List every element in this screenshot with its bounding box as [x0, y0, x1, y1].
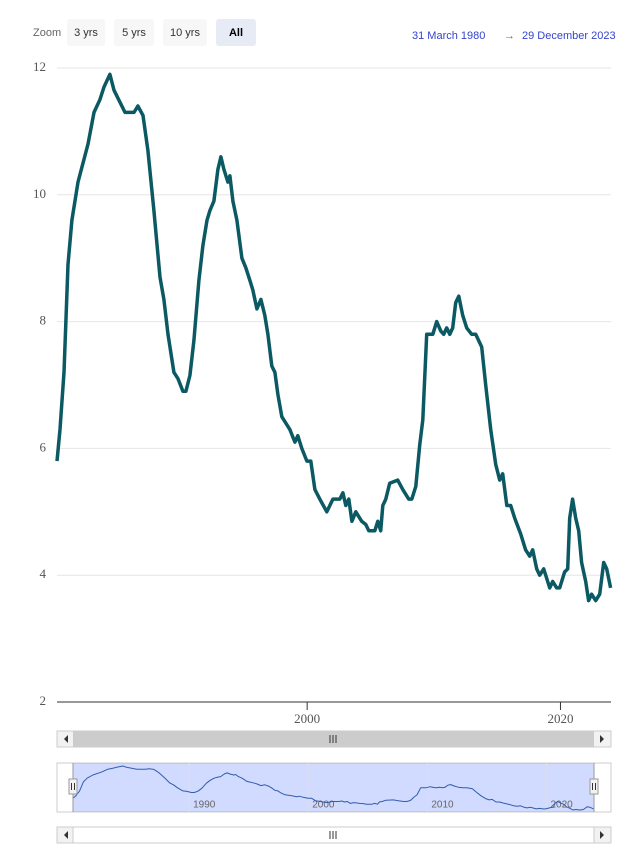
zoom-button-label[interactable]: All	[229, 27, 243, 39]
y-tick-label: 8	[40, 313, 47, 328]
navigator-frame	[56, 762, 612, 813]
scrollbar[interactable]	[56, 730, 612, 748]
navigator-handle-grip	[71, 783, 75, 790]
zoom-label: Zoom	[33, 27, 61, 39]
scroll-grip	[329, 735, 337, 743]
zoom-button[interactable]	[67, 19, 105, 46]
scroll-grip	[329, 831, 337, 839]
navigator-tick-label: 2020	[550, 800, 573, 811]
navigator-handle[interactable]	[68, 778, 78, 795]
navigator-tick-label: 2000	[312, 800, 335, 811]
range-to: 29 December 2023	[522, 30, 616, 42]
range-from: 31 March 1980	[412, 30, 485, 42]
navigator-tick-label: 2010	[431, 800, 454, 811]
zoom-button[interactable]	[216, 19, 256, 46]
y-tick-label: 4	[40, 566, 47, 581]
zoom-button-label[interactable]: 10 yrs	[170, 27, 200, 39]
zoom-button[interactable]	[163, 19, 207, 46]
x-tick-label: 2020	[547, 711, 573, 726]
navigator-tick-label: 1990	[193, 800, 216, 811]
zoom-button-label[interactable]: 3 yrs	[74, 27, 98, 39]
y-tick-label: 12	[33, 59, 46, 74]
y-tick-label: 10	[33, 186, 46, 201]
x-tick-label: 2000	[294, 711, 320, 726]
zoom-button[interactable]	[114, 19, 154, 46]
line	[55, 72, 613, 603]
y-tick-label: 2	[40, 693, 47, 708]
navigator-line	[72, 765, 594, 811]
zoom-button-label[interactable]: 5 yrs	[122, 27, 146, 39]
range-arrow: →	[504, 30, 515, 42]
navigator-handle-grip	[592, 783, 596, 790]
y-tick-label: 6	[40, 439, 47, 454]
navigator-handle[interactable]	[589, 778, 599, 795]
scrollbar[interactable]	[56, 826, 612, 844]
